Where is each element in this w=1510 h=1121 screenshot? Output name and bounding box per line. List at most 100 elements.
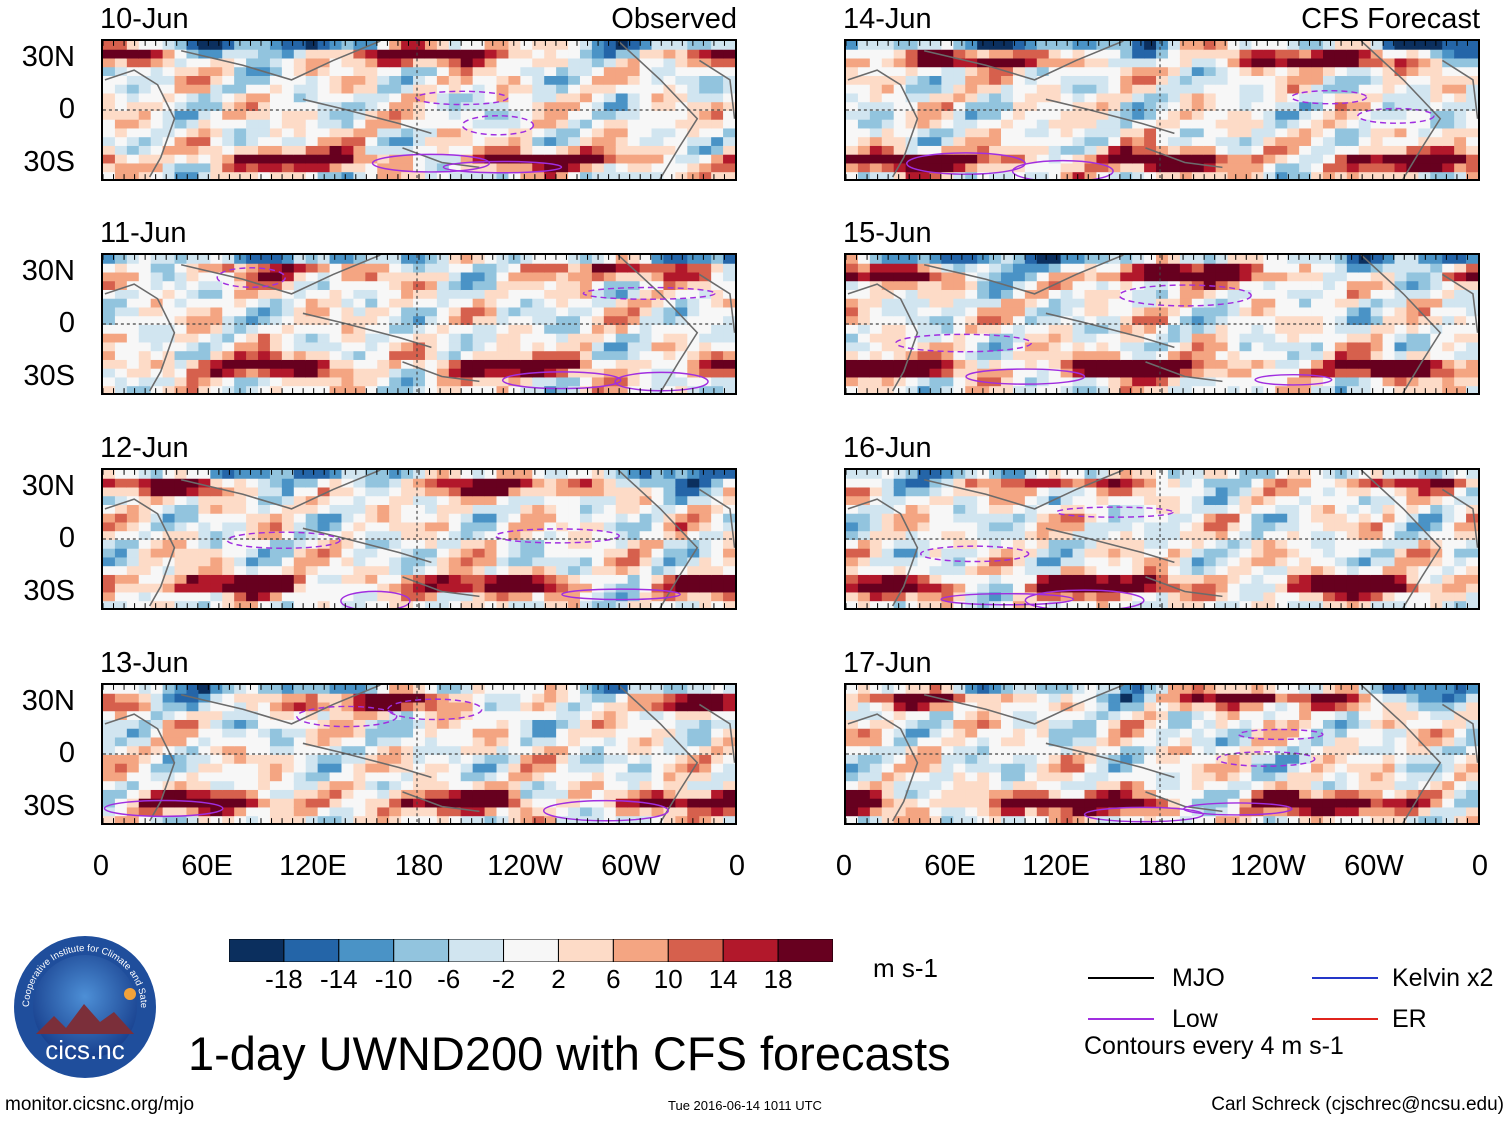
heatmap-cell — [699, 333, 712, 343]
heatmap-cell — [1179, 154, 1193, 164]
heatmap-cell — [138, 478, 152, 488]
heatmap-cell — [579, 557, 593, 567]
heatmap-cell — [687, 728, 700, 738]
heatmap-cell — [269, 574, 283, 585]
heatmap-cell — [150, 172, 164, 179]
heatmap-cell — [353, 154, 366, 164]
heatmap-cell — [174, 119, 187, 129]
heatmap-cell — [305, 728, 319, 738]
heatmap-cell — [150, 386, 164, 393]
heatmap-cell — [329, 281, 342, 291]
heatmap-cell — [377, 548, 390, 558]
heatmap-cell — [1227, 102, 1241, 112]
heatmap-cell — [1406, 49, 1419, 59]
heatmap-cell — [1334, 154, 1348, 164]
heatmap-cell — [675, 478, 688, 488]
heatmap-cell — [484, 746, 498, 756]
heatmap-cell — [210, 359, 223, 370]
heatmap-cell — [353, 470, 366, 480]
heatmap-cell — [1430, 145, 1443, 156]
heatmap-cell — [1370, 145, 1384, 156]
heatmap-cell — [1442, 119, 1455, 129]
heatmap-cell — [413, 145, 426, 156]
heatmap-cell — [198, 531, 211, 541]
heatmap-cell — [174, 557, 187, 567]
heatmap-cell — [615, 539, 629, 550]
heatmap-cell — [377, 333, 390, 343]
heatmap-cell — [246, 368, 259, 378]
heatmap-cell — [615, 583, 629, 593]
heatmap-cell — [1394, 75, 1407, 86]
heatmap-cell — [929, 119, 942, 129]
heatmap-cell — [401, 798, 414, 808]
heatmap-cell — [556, 316, 569, 326]
heatmap-cell — [210, 351, 223, 361]
heatmap-cell — [329, 272, 342, 282]
heatmap-cell — [869, 128, 883, 138]
heatmap-cell — [269, 539, 283, 550]
heatmap-cell — [246, 102, 259, 112]
heatmap-cell — [162, 145, 176, 156]
heatmap-cell — [568, 84, 581, 94]
heatmap-cell — [520, 548, 533, 558]
heatmap-cell — [281, 324, 295, 335]
heatmap-cell — [329, 522, 342, 532]
heatmap-cell — [1394, 172, 1407, 179]
heatmap-cell — [329, 601, 342, 608]
heatmap-cell — [281, 163, 295, 173]
heatmap-cell — [520, 386, 533, 393]
heatmap-cell — [857, 386, 871, 393]
heatmap-cell — [448, 583, 462, 593]
heatmap-cell — [246, 58, 259, 68]
heatmap-cell — [663, 93, 676, 103]
heatmap-cell — [198, 601, 211, 608]
heatmap-cell — [869, 342, 883, 352]
heatmap-cell — [365, 693, 378, 703]
heatmap-cell — [675, 763, 688, 773]
heatmap-cell — [424, 263, 438, 273]
heatmap-cell — [687, 487, 700, 497]
heatmap-cell — [1239, 128, 1252, 138]
heatmap-cell — [1239, 67, 1252, 77]
heatmap-cell — [281, 798, 295, 808]
heatmap-cell — [150, 754, 164, 765]
heatmap-cell — [138, 333, 152, 343]
heatmap-cell — [281, 693, 295, 703]
heatmap-cell — [1346, 58, 1360, 68]
heatmap-cell — [436, 75, 450, 86]
heatmap-cell — [186, 67, 199, 77]
heatmap-cell — [857, 154, 871, 164]
heatmap-cell — [413, 746, 426, 756]
heatmap-cell — [1358, 84, 1372, 94]
heatmap-cell — [568, 324, 581, 335]
heatmap-cell — [711, 702, 724, 712]
heatmap-cell — [1072, 172, 1085, 179]
heatmap-cell — [1120, 119, 1133, 129]
heatmap-cell — [579, 574, 593, 585]
heatmap-cell — [281, 504, 295, 515]
y-tick-label: 30S — [23, 575, 75, 607]
heatmap-cell — [103, 728, 116, 738]
heatmap-cell — [627, 693, 641, 703]
heatmap-cell — [663, 737, 676, 747]
heatmap-cell — [568, 281, 581, 291]
heatmap-cell — [711, 128, 724, 138]
heatmap-cell — [150, 359, 164, 370]
heatmap-cell — [639, 67, 653, 77]
heatmap-cell — [1096, 58, 1109, 68]
y-tick-label: 30N — [21, 255, 75, 287]
heatmap-cell — [269, 154, 283, 164]
heatmap-cell — [317, 539, 331, 550]
heatmap-cell — [472, 557, 486, 567]
heatmap-cell — [389, 324, 402, 335]
heatmap-cell — [436, 583, 450, 593]
heatmap-cell — [496, 592, 509, 602]
heatmap-cell — [711, 807, 724, 817]
heatmap-cell — [846, 119, 859, 129]
heatmap-cell — [1430, 41, 1443, 51]
heatmap-cell — [699, 531, 712, 541]
heatmap-cell — [965, 93, 978, 103]
heatmap-cell — [138, 592, 152, 602]
heatmap-cell — [1048, 84, 1062, 94]
heatmap-cell — [103, 119, 116, 129]
